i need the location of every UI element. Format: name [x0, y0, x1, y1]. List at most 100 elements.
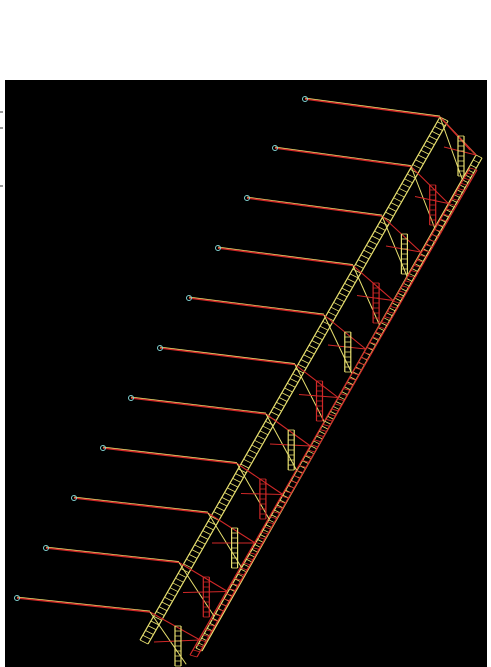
brace: [381, 215, 408, 277]
red-ladder-rung: [396, 295, 404, 299]
main-ladder-rung: [262, 425, 271, 431]
red-ladder-rung: [201, 634, 209, 637]
main-ladder-rung: [407, 173, 416, 179]
main-ladder-rung: [420, 149, 430, 155]
main-ladder-rung: [191, 549, 200, 555]
rear-ladder-rung: [338, 396, 345, 400]
red-ladder-rung: [351, 372, 360, 376]
main-ladder-rung: [426, 140, 435, 146]
red-ladder-rung: [242, 562, 251, 566]
anchor: [100, 445, 106, 451]
main-ladder-rung: [281, 392, 290, 398]
red-ladder-rung: [290, 480, 298, 484]
red-ladder-rung: [225, 593, 233, 596]
main-ladder-rung: [423, 145, 432, 150]
rear-ladder-rung: [341, 391, 348, 395]
red-ladder-rung: [410, 270, 419, 273]
red-ladder-rung: [192, 649, 201, 653]
red-ladder-rung: [278, 500, 286, 504]
red-ladder-rung: [469, 167, 478, 171]
red-ladder-rung: [269, 516, 277, 519]
main-ladder-rung: [336, 297, 345, 303]
red-ladder-rung: [405, 280, 413, 284]
brace: [236, 463, 270, 520]
rear-ladder-rung: [394, 297, 401, 302]
rear-ladder-rung: [324, 420, 331, 425]
red-ladder-rung: [293, 475, 301, 478]
main-ladder-rung: [243, 458, 252, 464]
main-ladder-rung: [349, 273, 359, 279]
red-ladder-rung: [275, 505, 283, 509]
red-ladder-rung: [363, 352, 372, 355]
red-ladder-rung: [360, 357, 369, 361]
rear-ladder-rung: [389, 307, 396, 312]
main-ladder-rung: [284, 387, 293, 393]
main-ladder-rung: [248, 449, 258, 455]
rear-ladder-rung: [403, 282, 410, 287]
red-ladder-rung: [325, 418, 333, 422]
rear-ladder-rung: [305, 455, 312, 460]
red-ladder-rung: [304, 454, 313, 458]
rear-ladder-rung: [344, 386, 351, 391]
red-ladder-rung: [295, 470, 304, 473]
main-ladder-rung: [398, 187, 408, 193]
anchor: [43, 545, 49, 551]
main-ladder-rung: [164, 596, 173, 602]
main-ladder-rung: [412, 164, 421, 169]
red-ladder-rung: [375, 331, 383, 335]
anchor: [215, 245, 221, 251]
main-ladder-rung: [202, 530, 211, 536]
main-ladder-rung: [333, 302, 342, 307]
red-ladder-rung: [446, 208, 454, 212]
red-ladder-rung: [372, 336, 380, 340]
red-ladder-rung: [387, 311, 395, 314]
rear-ladder-rung: [319, 430, 326, 435]
main-ladder-rung: [431, 130, 440, 136]
red-ladder-rung: [402, 285, 410, 289]
rear-ladder-rung: [400, 287, 407, 292]
red-ladder-rung: [349, 377, 357, 381]
main-ladder-rung: [306, 349, 315, 355]
brace: [352, 265, 380, 325]
main-ladder-rung: [311, 340, 320, 345]
cable: [274, 147, 412, 168]
cable: [246, 197, 383, 217]
main-ladder-rung: [338, 292, 348, 298]
rear-ladder-rung: [333, 406, 340, 410]
main-ladder-rung: [148, 625, 157, 631]
main-ladder-rung: [205, 525, 214, 531]
main-ladder-rung: [363, 249, 372, 255]
red-ladder-rung: [207, 623, 215, 627]
brace: [294, 364, 325, 422]
rear-ladder-rung: [316, 435, 323, 440]
cable: [45, 546, 180, 562]
main-ladder-rung: [175, 577, 184, 583]
main-ladder-rung: [276, 401, 285, 407]
main-ladder-rung: [259, 430, 269, 436]
red-ladder-rung: [263, 526, 271, 530]
red-ladder-rung: [369, 341, 377, 345]
red-ladder-rung: [440, 218, 448, 222]
wireframe: [14, 96, 483, 667]
main-ladder-rung: [303, 354, 312, 360]
red-ladder-rung: [189, 654, 198, 658]
main-ladder-rung: [289, 378, 299, 383]
red-ladder-rung: [260, 531, 268, 535]
main-ladder-rung: [322, 321, 331, 326]
rear-ladder-rung: [279, 499, 287, 504]
cable: [73, 497, 209, 514]
red-ladder-rung: [449, 203, 457, 207]
main-ladder-rung: [273, 406, 282, 412]
rear-ladder-rung: [277, 504, 284, 509]
red-ladder-rung: [354, 367, 363, 371]
main-ladder-rung: [227, 487, 236, 493]
main-ladder-rung: [172, 582, 181, 588]
red-ladder-rung: [390, 306, 398, 309]
red-ladder-rung: [328, 413, 336, 417]
main-ladder-rung: [142, 634, 151, 640]
main-ladder-rung: [418, 154, 427, 160]
main-ladder-rung: [366, 245, 375, 250]
red-ladder-rung: [219, 603, 227, 607]
main-ladder-rung: [235, 473, 244, 478]
red-ladder-chord: [189, 167, 471, 656]
